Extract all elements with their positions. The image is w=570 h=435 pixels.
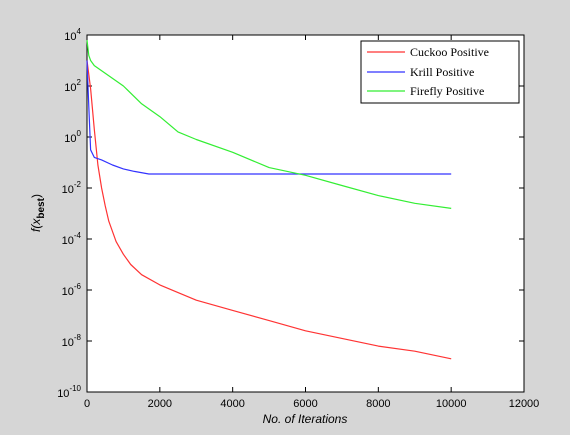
legend-label-krill: Krill Positive <box>410 65 474 79</box>
y-axis-title-main: f(x <box>29 218 43 232</box>
x-tick-label: 4000 <box>220 398 244 410</box>
x-tick-label: 12000 <box>509 398 540 410</box>
y-tick-label: 10-4 <box>62 231 82 247</box>
series-line-krill <box>86 60 452 175</box>
legend: Cuckoo Positive Krill Positive Firefly P… <box>360 40 520 104</box>
x-tick-label: 6000 <box>293 398 317 410</box>
y-tick-label: 10-2 <box>62 180 82 196</box>
y-tick-label: 100 <box>64 129 81 145</box>
series-line-firefly <box>86 40 452 209</box>
x-axis-title: No. of Iterations <box>263 412 348 426</box>
axis-ticks: 0 2000 4000 6000 8000 10000 12000 10-10 10-8 10-6… <box>57 27 539 410</box>
y-axis-title-subscript: best <box>36 197 47 218</box>
y-tick-label: 102 <box>64 78 81 94</box>
x-tick-label: 8000 <box>366 398 390 410</box>
y-axis-title: f(xbest) <box>29 194 47 232</box>
svg-text:f(xbest): f(xbest) <box>29 194 47 232</box>
y-axis-title-close: ) <box>29 194 43 198</box>
x-tick-label: 10000 <box>436 398 467 410</box>
y-tick-label: 10-8 <box>62 333 82 349</box>
x-tick-label: 2000 <box>148 398 172 410</box>
y-tick-label: 10-10 <box>57 384 81 400</box>
x-tick-label: 0 <box>84 398 90 410</box>
series-lines <box>86 40 452 360</box>
legend-label-cuckoo: Cuckoo Positive <box>410 45 489 59</box>
series-line-cuckoo <box>86 60 452 360</box>
y-tick-label: 104 <box>64 27 81 43</box>
legend-label-firefly: Firefly Positive <box>410 84 484 98</box>
y-tick-label: 10-6 <box>62 282 82 298</box>
